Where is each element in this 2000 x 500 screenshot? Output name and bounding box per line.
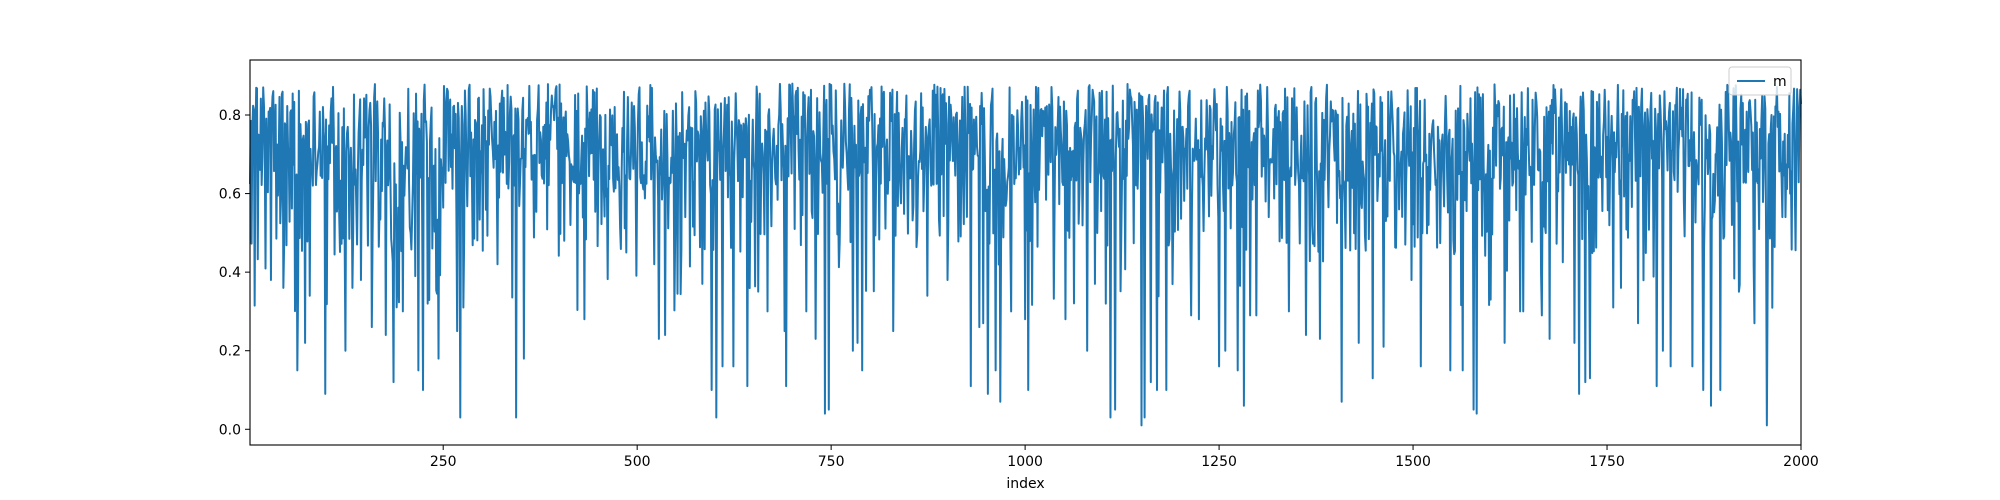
legend: m bbox=[1728, 66, 1792, 96]
x-tick-label: 1250 bbox=[1201, 454, 1237, 470]
x-tick-label: 1000 bbox=[1007, 454, 1043, 470]
x-tick-label: 750 bbox=[818, 454, 845, 470]
series-line-m bbox=[249, 82, 1802, 427]
y-axis-ticks: 0.0 0.2 0.4 0.6 0.8 bbox=[219, 108, 250, 438]
x-tick-label: 1750 bbox=[1589, 454, 1625, 470]
y-tick-label: 0.2 bbox=[219, 344, 241, 360]
x-tick-label: 500 bbox=[624, 454, 651, 470]
plot-area bbox=[249, 82, 1802, 427]
x-tick-label: 250 bbox=[430, 454, 457, 470]
y-tick-label: 0.6 bbox=[219, 187, 241, 203]
x-axis-ticks: 250 500 750 1000 1250 1500 1750 2000 bbox=[430, 445, 1819, 470]
x-tick-label: 1500 bbox=[1395, 454, 1431, 470]
legend-label-m: m bbox=[1773, 74, 1787, 90]
y-tick-label: 0.4 bbox=[219, 265, 241, 281]
y-tick-label: 0.8 bbox=[219, 108, 241, 124]
y-tick-label: 0.0 bbox=[219, 422, 241, 438]
x-tick-label: 2000 bbox=[1783, 454, 1819, 470]
x-axis-label: index bbox=[1006, 476, 1044, 492]
